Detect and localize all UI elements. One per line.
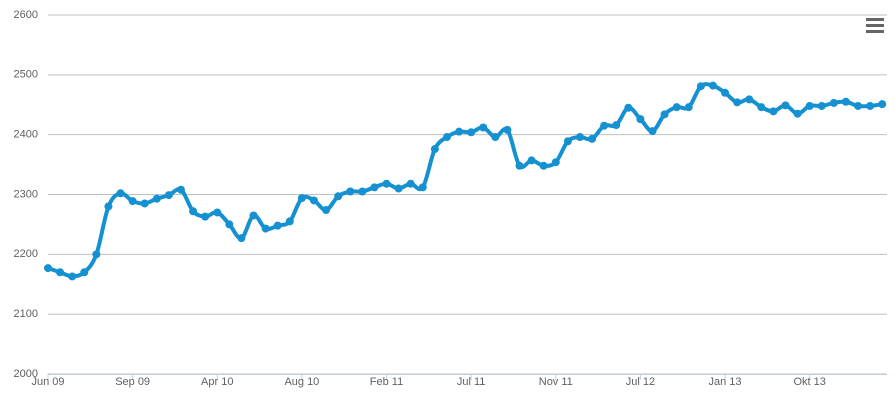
menu-bar	[866, 18, 884, 21]
point	[80, 268, 89, 277]
y-tick-label: 2200	[14, 248, 38, 260]
point	[68, 272, 77, 281]
point	[455, 127, 464, 136]
point	[866, 101, 875, 110]
y-tick-label: 2600	[14, 9, 38, 21]
point	[164, 191, 173, 200]
point	[273, 221, 282, 230]
x-tick-label: Okt 13	[793, 376, 825, 388]
x-tick-label: Aug 10	[284, 376, 319, 388]
x-tick-label: Jul 11	[457, 376, 486, 388]
point	[648, 127, 657, 136]
point	[672, 103, 681, 112]
point	[684, 103, 693, 112]
point	[297, 194, 306, 203]
point	[406, 179, 415, 188]
point	[563, 137, 572, 146]
point	[92, 250, 101, 259]
point	[575, 133, 584, 142]
point	[152, 194, 161, 203]
x-tick-label: Nov 11	[539, 376, 573, 388]
point	[309, 196, 318, 205]
point	[44, 264, 52, 273]
point	[116, 189, 125, 198]
x-tick-label: Sep 09	[115, 376, 150, 388]
x-tick-label: Apr 10	[201, 376, 233, 388]
point	[104, 202, 113, 211]
menu-button[interactable]	[866, 18, 884, 33]
point	[249, 211, 258, 220]
point	[515, 161, 524, 170]
point	[189, 207, 198, 216]
point	[841, 97, 850, 106]
point	[878, 100, 887, 109]
y-tick-label: 2400	[14, 129, 38, 141]
point	[261, 224, 270, 233]
point	[442, 133, 451, 142]
point	[757, 103, 766, 112]
point	[527, 156, 536, 165]
point	[708, 81, 717, 90]
point	[346, 187, 355, 196]
y-tick-label: 2300	[14, 188, 38, 200]
point	[551, 158, 560, 167]
point	[636, 115, 645, 124]
point	[817, 101, 826, 110]
y-tick-label: 2100	[14, 308, 38, 320]
point	[140, 199, 149, 208]
y-tick-label: 2500	[14, 69, 38, 81]
point	[237, 234, 246, 243]
point	[745, 95, 754, 104]
x-tick-label: Feb 11	[370, 376, 403, 388]
point	[213, 208, 222, 217]
line	[46, 82, 885, 279]
point	[600, 121, 609, 130]
point	[418, 183, 427, 192]
point	[733, 98, 742, 107]
point	[793, 109, 802, 118]
point	[805, 101, 814, 110]
x-tick-label: Jun 09	[31, 376, 64, 388]
point	[829, 98, 838, 107]
point	[479, 123, 488, 132]
point	[201, 212, 210, 221]
point	[358, 187, 367, 196]
point	[56, 268, 65, 277]
point	[624, 103, 633, 112]
point	[467, 128, 476, 137]
point	[322, 206, 331, 215]
point	[128, 197, 137, 206]
point	[491, 133, 500, 142]
point	[430, 145, 439, 154]
menu-bar	[866, 30, 884, 33]
point	[382, 179, 391, 188]
point	[285, 217, 294, 226]
point	[503, 125, 512, 134]
point	[769, 107, 778, 116]
point	[721, 88, 730, 97]
point	[854, 101, 863, 110]
y-tick-label: 2000	[14, 368, 38, 380]
x-tick-label: Jul 12	[626, 376, 655, 388]
menu-bar	[866, 24, 884, 27]
point	[225, 220, 234, 229]
point	[660, 110, 669, 119]
point	[539, 161, 548, 170]
point	[696, 82, 705, 91]
point	[588, 134, 597, 143]
point	[176, 185, 185, 194]
point	[612, 121, 621, 130]
point	[370, 183, 379, 192]
x-tick-label: Jan 13	[709, 376, 742, 388]
point	[394, 184, 403, 193]
point	[334, 192, 343, 201]
point	[781, 101, 790, 110]
